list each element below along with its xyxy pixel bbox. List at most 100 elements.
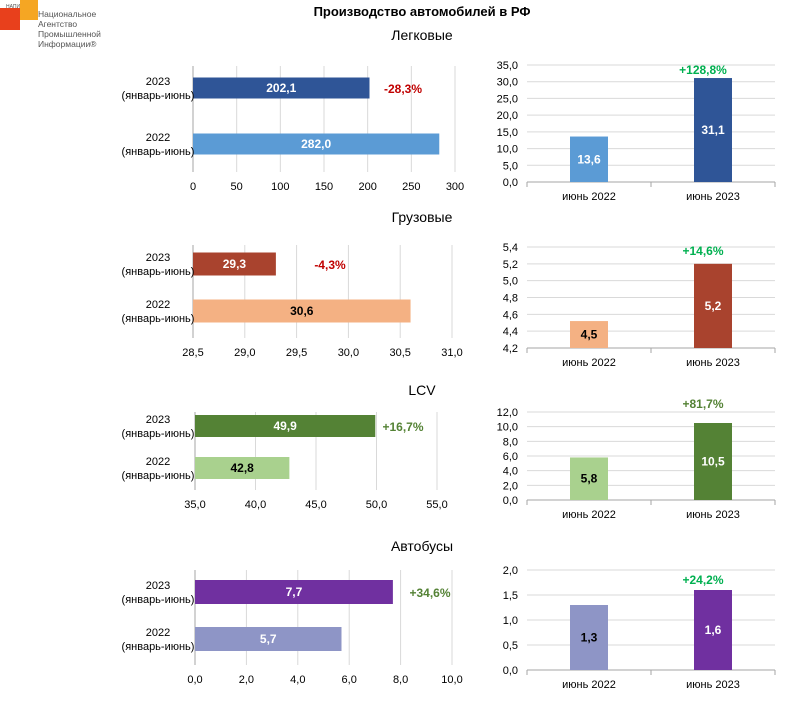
tick-label: 2,0: [503, 565, 518, 577]
tick-label: 2,0: [503, 480, 518, 492]
tick-label: 4,2: [503, 343, 518, 355]
tick-label: 0,0: [503, 495, 518, 507]
logo-line: Агентство: [38, 19, 77, 29]
tick-label: 5,4: [503, 242, 518, 254]
category-label: июнь 2022: [562, 191, 616, 203]
category-label: (январь-июнь): [122, 313, 195, 325]
bar: [195, 627, 342, 651]
change-label: -4,3%: [314, 258, 346, 272]
data-label: 31,1: [701, 123, 725, 137]
change-label: +81,7%: [682, 397, 723, 411]
chart-vertical-2: 0,0 2,0 4,0 6,0 8,0 10,0 12,0 5,8 июнь 2022 10,5 и…: [497, 397, 776, 521]
bar: [694, 590, 732, 670]
tick-label: 15,0: [497, 127, 518, 139]
section-title: Легковые: [391, 27, 453, 43]
category-label: июнь 2022: [562, 679, 616, 691]
bar: [195, 457, 290, 479]
category-label: (январь-июнь): [122, 470, 195, 482]
category-label: (январь-июнь): [122, 266, 195, 278]
data-label: 7,7: [286, 585, 303, 599]
change-label: +16,7%: [382, 420, 423, 434]
chart-vertical-0: 0,0 5,0 10,0 15,0 20,0 25,0 30,0 35,0 13,6 июнь 2…: [497, 60, 776, 203]
category-label: июнь 2022: [562, 509, 616, 521]
tick-label: 40,0: [245, 499, 266, 511]
chart-horizontal-0: Легковые 0 50 100 150 200 250 300 202,1 2023 (янва…: [122, 27, 465, 193]
chart-vertical-1: 4,2 4,4 4,6 4,8 5,0 5,2 5,4 4,5 июнь 2022 5,2 июнь…: [503, 242, 776, 369]
change-label: +24,2%: [682, 573, 723, 587]
tick-label: 5,2: [503, 259, 518, 271]
data-label: 4,5: [581, 328, 598, 342]
chart-horizontal-1: Грузовые 28,5 29,0 29,5 30,0 30,5 31,0 29,3 2023…: [122, 209, 463, 359]
category-label: 2022: [146, 299, 170, 311]
logo-abbr: НАПИ: [6, 4, 20, 10]
tick-label: 35,0: [184, 499, 205, 511]
tick-label: 300: [446, 181, 464, 193]
category-label: 2023: [146, 414, 170, 426]
tick-label: 31,0: [441, 347, 462, 359]
bar: [570, 321, 608, 348]
data-label: 202,1: [266, 81, 296, 95]
bar: [694, 423, 732, 500]
category-label: (январь-июнь): [122, 146, 195, 158]
data-label: 1,6: [705, 623, 722, 637]
logo-line: Информации®: [38, 39, 97, 49]
tick-label: 25,0: [497, 93, 518, 105]
change-label: +34,6%: [409, 586, 450, 600]
tick-label: 100: [271, 181, 289, 193]
logo: НАПИ Национальное Агентство Промышленной…: [0, 0, 101, 49]
chart-horizontal-3: Автобусы 0,0 2,0 4,0 6,0 8,0 10,0 7,7 2023 (январ…: [122, 538, 463, 686]
tick-label: 2,0: [239, 674, 254, 686]
tick-label: 10,0: [441, 674, 462, 686]
category-label: (январь-июнь): [122, 90, 195, 102]
tick-label: 10,0: [497, 422, 518, 434]
data-label: 29,3: [223, 257, 247, 271]
tick-label: 8,0: [393, 674, 408, 686]
bar: [193, 252, 276, 276]
tick-label: 250: [402, 181, 420, 193]
data-label: 42,8: [231, 461, 255, 475]
tick-label: 0,5: [503, 640, 518, 652]
tick-label: 30,0: [497, 77, 518, 89]
category-label: 2022: [146, 456, 170, 468]
tick-label: 12,0: [497, 407, 518, 419]
data-label: 10,5: [701, 455, 725, 469]
tick-label: 4,0: [290, 674, 305, 686]
bar: [694, 78, 732, 182]
category-label: (январь-июнь): [122, 428, 195, 440]
tick-label: 4,0: [503, 466, 518, 478]
data-label: 282,0: [301, 137, 331, 151]
change-label: +128,8%: [679, 63, 727, 77]
data-label: 5,7: [260, 632, 277, 646]
category-label: 2022: [146, 132, 170, 144]
logo-line: Промышленной: [38, 29, 101, 39]
tick-label: 20,0: [497, 110, 518, 122]
tick-label: 30,5: [389, 347, 410, 359]
bar: [570, 457, 608, 500]
tick-label: 35,0: [497, 60, 518, 72]
page-title: Производство автомобилей в РФ: [314, 4, 531, 19]
bar: [193, 299, 411, 323]
bar: [195, 580, 393, 604]
tick-label: 0,0: [187, 674, 202, 686]
data-label: 49,9: [273, 419, 297, 433]
tick-label: 0,0: [503, 665, 518, 677]
tick-label: 55,0: [426, 499, 447, 511]
tick-label: 10,0: [497, 144, 518, 156]
tick-label: 0,0: [503, 177, 518, 189]
tick-label: 6,0: [342, 674, 357, 686]
bar: [193, 133, 440, 155]
data-label: 13,6: [577, 152, 601, 166]
tick-label: 29,5: [286, 347, 307, 359]
category-label: 2022: [146, 627, 170, 639]
data-label: 5,8: [581, 472, 598, 486]
chart-vertical-3: 0,0 0,5 1,0 1,5 2,0 1,3 июнь 2022 1,6 июнь 2023 +…: [503, 565, 776, 691]
data-label: 30,6: [290, 304, 314, 318]
logo-orange-square: [20, 0, 38, 20]
data-label: 1,3: [581, 631, 598, 645]
change-label: -28,3%: [384, 82, 422, 96]
category-label: (январь-июнь): [122, 641, 195, 653]
tick-label: 50: [231, 181, 243, 193]
chart-horizontal-2: LCV 35,0 40,0 45,0 50,0 55,0 49,9 2023 (январь-и…: [122, 382, 448, 511]
category-label: июнь 2023: [686, 679, 740, 691]
